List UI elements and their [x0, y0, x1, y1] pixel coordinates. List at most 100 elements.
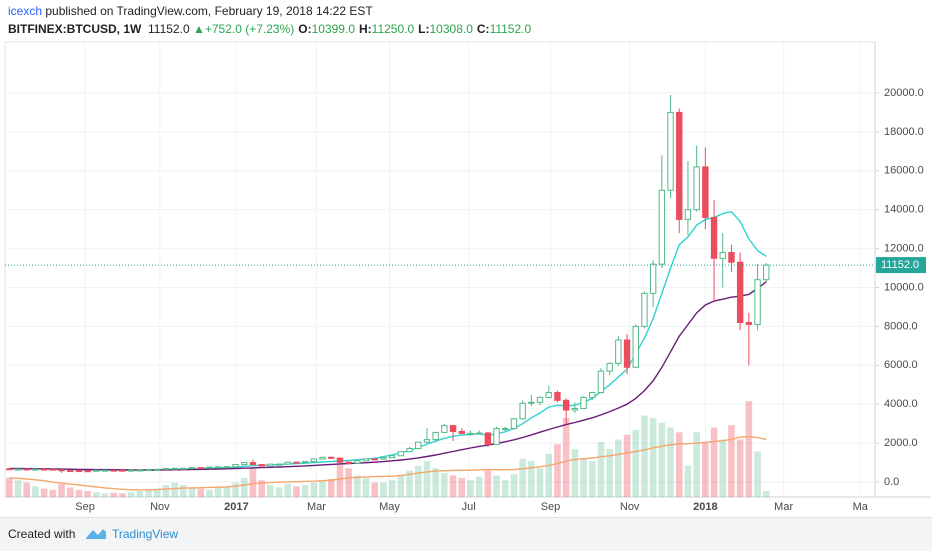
volume-bar [223, 486, 231, 497]
y-tick-label: 4000.0 [884, 398, 918, 410]
volume-bar [110, 492, 118, 497]
x-tick-label: Mar [307, 501, 326, 513]
candle-body [519, 402, 526, 420]
volume-bar [458, 477, 466, 497]
volume-bar [493, 475, 500, 497]
candle-body [467, 432, 474, 435]
volume-bar [171, 482, 178, 497]
volume-bar [75, 489, 83, 497]
x-tick-label: Nov [150, 501, 170, 513]
candle-body [510, 418, 518, 430]
volume-bar [432, 468, 439, 497]
volume-bar [684, 465, 692, 497]
candle-body [441, 425, 448, 433]
volume-bar [354, 475, 361, 497]
volume-bar [641, 415, 648, 497]
volume-bar [536, 468, 544, 497]
chart: Sep Nov 2017 Mar May Jul Sep Nov 2018 Mar Ma 0.0 200… [4, 41, 931, 513]
ohlc-value: 11250.0 [371, 22, 415, 36]
author[interactable]: icexch [8, 4, 43, 18]
candle-body [423, 439, 431, 443]
y-tick-label: 10000.0 [884, 281, 924, 293]
ohlc-key: C: [476, 22, 490, 36]
x-tick-label: Mar [774, 501, 793, 513]
candle-body [380, 457, 387, 460]
candle-body [293, 461, 300, 464]
candle-body [301, 461, 309, 464]
candle-body [745, 322, 753, 325]
volume-bar [145, 489, 152, 497]
candle-body [736, 261, 744, 324]
volume-bar [528, 461, 535, 497]
candle-body [49, 468, 57, 471]
volume-bar [345, 468, 352, 497]
candle-body [336, 457, 344, 463]
candle-body [702, 166, 709, 218]
candle-body [554, 392, 561, 401]
candle-body [562, 399, 570, 411]
candle-body [32, 468, 39, 471]
volume-bar [66, 487, 74, 497]
volume-bar [380, 482, 387, 497]
volume-bar [406, 470, 413, 497]
volume-bar [267, 485, 274, 497]
volume-bar [293, 486, 300, 497]
ohlc-value: 10399.0 [311, 22, 355, 36]
candle-body [232, 464, 239, 468]
last-price-label: 11152.0 [881, 259, 919, 271]
volume-bar [214, 487, 222, 497]
candle-body [728, 251, 735, 263]
volume-bar [388, 480, 396, 497]
footer: Created with TradingView [0, 517, 932, 551]
candle-body [127, 469, 135, 472]
volume-bar [441, 473, 448, 497]
volume-bar [84, 491, 91, 497]
volume-bar [467, 480, 474, 497]
volume-bar [501, 480, 509, 497]
x-tick-label: Jul [462, 501, 476, 513]
y-tick-label: 12000.0 [884, 242, 924, 254]
candle-body [171, 467, 178, 470]
volume-bar [188, 487, 196, 497]
candle-body [275, 463, 283, 466]
candle-body [84, 470, 91, 473]
volume-bar [162, 485, 170, 497]
candle-body [328, 456, 335, 459]
brand[interactable]: TradingView [112, 527, 179, 541]
plot-frame [4, 41, 876, 498]
logo[interactable] [84, 526, 108, 542]
volume-bar [319, 481, 326, 497]
volume-bar [371, 482, 379, 497]
candle-body [75, 470, 83, 473]
candle-body [23, 468, 30, 471]
candle-body [119, 469, 126, 472]
volume-bar [206, 489, 213, 497]
y-tick-label: 18000.0 [884, 126, 924, 138]
publish-line: icexch published on TradingView.com, Feb… [8, 4, 373, 18]
volume-bar [310, 482, 318, 497]
volume-bar [545, 453, 553, 497]
created-with: Created with [8, 527, 76, 541]
candle-body [145, 469, 152, 472]
candle-body [40, 468, 48, 471]
volume-bar [580, 458, 587, 497]
candle-body [606, 362, 613, 372]
arrow: ▲ [192, 22, 205, 36]
candle-body [371, 458, 378, 461]
volume-bar [49, 489, 57, 497]
volume-bar [693, 432, 700, 497]
volume-bar [336, 463, 344, 497]
volume-bar [23, 482, 31, 497]
candle-body [223, 466, 231, 469]
y-tick-label: 6000.0 [884, 359, 918, 371]
ohlc-key: H: [359, 22, 372, 36]
candle-body [658, 189, 666, 265]
volume-bar [240, 477, 248, 497]
volume-bar [623, 434, 631, 497]
last-price-box [876, 257, 926, 274]
ohlc-value: 11152.0 [489, 22, 532, 36]
candle-body [67, 470, 74, 473]
candle-body [484, 432, 492, 445]
volume-bar [702, 441, 709, 497]
ma-line [9, 281, 767, 471]
